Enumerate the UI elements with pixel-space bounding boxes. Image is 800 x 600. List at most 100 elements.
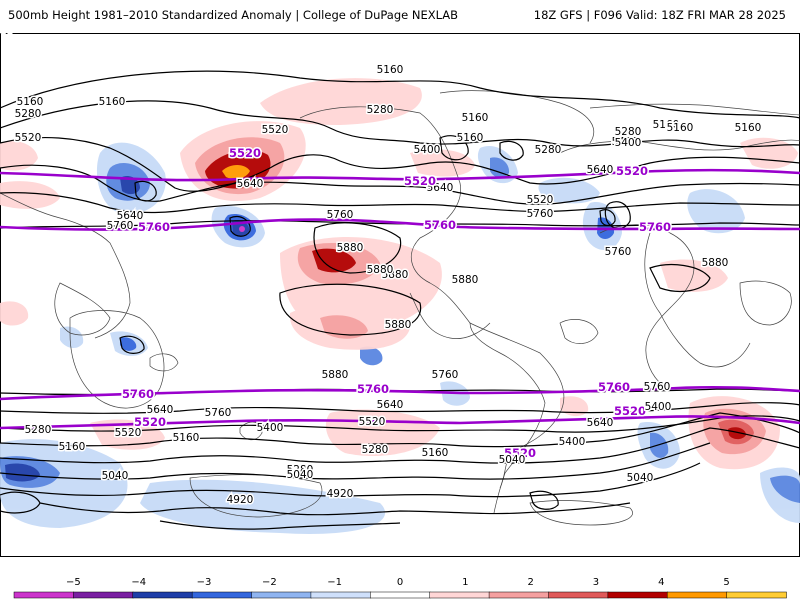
contour-label-h5160-pac: 5160 bbox=[457, 132, 484, 144]
thick-contours bbox=[0, 168, 800, 430]
colorbar-swatch bbox=[251, 591, 312, 599]
contour-label-h4920-s2: 4920 bbox=[227, 494, 254, 506]
contour-label-h5040-s4: 5040 bbox=[102, 470, 129, 482]
contour-label-h5640-s1: 5640 bbox=[147, 404, 174, 416]
contour-label-h5160-na: 5160 bbox=[462, 112, 489, 124]
contour-label-h5760-s6: 5760 bbox=[644, 381, 671, 393]
contour-label-h5760-s1: 5760 bbox=[122, 387, 154, 401]
contour-label-h5400-s1: 5400 bbox=[257, 422, 284, 434]
colorbar-tick-label: 0 bbox=[397, 577, 403, 588]
contour-label-h5760-pac: 5760 bbox=[327, 209, 354, 221]
contour-label-h5400-s3: 5400 bbox=[645, 401, 672, 413]
contour-label-h4920-s1: 4920 bbox=[327, 488, 354, 500]
contour-label-h5520-pac: 5520 bbox=[229, 146, 261, 160]
contour-label-h5760-w2: 5760 bbox=[138, 220, 170, 234]
contour-label-h5760-s2: 5760 bbox=[205, 407, 232, 419]
colorbar-swatch bbox=[548, 591, 609, 599]
colorbar-swatch bbox=[726, 591, 787, 599]
contour-label-h5160-a: 5160 bbox=[99, 96, 126, 108]
contour-label-h5880-pac: 5880 bbox=[337, 242, 364, 254]
contour-label-h5400-na: 5400 bbox=[612, 136, 639, 148]
contour-label-h5520-s2: 5520 bbox=[359, 416, 386, 428]
contour-label-h5280-nw: 5280 bbox=[15, 108, 42, 120]
contour-label-h5760-na: 5760 bbox=[424, 218, 456, 232]
contour-label-h5880-af2: 5880 bbox=[452, 274, 479, 286]
map-title: 500mb Height 1981–2010 Standardized Anom… bbox=[8, 8, 459, 22]
colorbar-tick-label: 2 bbox=[527, 577, 533, 588]
colorbar-swatch bbox=[310, 591, 372, 599]
contour-label-h5760-s4: 5760 bbox=[598, 380, 630, 394]
colorbar-swatch bbox=[488, 591, 550, 599]
contour-label-h5640-na: 5640 bbox=[427, 182, 454, 194]
contour-label-h5040-s2: 5040 bbox=[499, 454, 526, 466]
contour-label-h5280-npac: 5280 bbox=[367, 104, 394, 116]
contour-label-h4800-s1: 4800 bbox=[0, 33, 13, 36]
anomaly-colorbar: −5 −4 −3 −2 −1 0 1 2 3 4 5 bbox=[13, 577, 787, 599]
colorbar-tick-label: −3 bbox=[197, 577, 212, 588]
colorbar-tick-label: −1 bbox=[327, 577, 342, 588]
contour-label-h5880-io: 5880 bbox=[367, 264, 394, 276]
contour-label-h5640-pac: 5640 bbox=[237, 178, 264, 190]
colorbar-swatch bbox=[73, 591, 134, 599]
contour-label-h5040-s3: 5040 bbox=[627, 472, 654, 484]
contour-label-h5280-s3: 5280 bbox=[25, 424, 52, 436]
header: 500mb Height 1981–2010 Standardized Anom… bbox=[0, 0, 800, 32]
contour-label-h5520-s1: 5520 bbox=[134, 415, 166, 429]
contour-label-h5880-af: 5880 bbox=[385, 319, 412, 331]
colorbar-ticks: −5 −4 −3 −2 −1 0 1 2 3 4 5 bbox=[66, 577, 730, 588]
colorbar-swatch bbox=[429, 591, 490, 599]
colorbar-swatch bbox=[191, 591, 253, 599]
contour-label-h5760-s3: 5760 bbox=[357, 382, 389, 396]
contour-label-h5520-atl: 5520 bbox=[527, 194, 554, 206]
contour-label-h5760-s5: 5760 bbox=[432, 369, 459, 381]
colorbar-swatch bbox=[132, 591, 193, 599]
contour-label-h5160-s1: 5160 bbox=[173, 432, 200, 444]
contour-label-h5520-npac: 5520 bbox=[262, 124, 289, 136]
contour-label-h5640-s3: 5640 bbox=[587, 417, 614, 429]
contour-label-h5160-nw: 5160 bbox=[17, 96, 44, 108]
contour-label-h5520-na: 5520 bbox=[404, 174, 436, 188]
colorbar-tick-label: −2 bbox=[262, 577, 277, 588]
contour-label-h5160-eu2: 5160 bbox=[735, 122, 762, 134]
contour-label-h5640-w: 5640 bbox=[117, 210, 144, 222]
contour-label-h5160-eu: 5160 bbox=[667, 122, 694, 134]
colorbar-tick-label: 4 bbox=[658, 577, 664, 588]
contour-label-h5760-atl2: 5760 bbox=[605, 246, 632, 258]
contour-label-h5760-w: 5760 bbox=[107, 220, 134, 232]
contour-label-h5280-na: 5280 bbox=[535, 144, 562, 156]
contour-label-h5160-top: 5160 bbox=[377, 64, 404, 76]
colorbar-swatch bbox=[370, 591, 431, 599]
colorbar-tick-label: 3 bbox=[593, 577, 599, 588]
contour-label-h5520-s4: 5520 bbox=[115, 427, 142, 439]
contour-label-h5280-eu: 5280 bbox=[615, 126, 642, 138]
colorbar-tick-label: 5 bbox=[723, 577, 729, 588]
contour-label-h5160-s2: 5160 bbox=[422, 447, 449, 459]
contour-label-h5880-pac2: 5880 bbox=[382, 269, 409, 281]
contour-label-h5520-s3: 5520 bbox=[614, 404, 646, 418]
contour-label-h5280-s2: 5280 bbox=[287, 464, 314, 476]
colorbar-swatches bbox=[13, 591, 787, 599]
contour-label-h5400-eu: 5400 bbox=[615, 137, 642, 149]
contour-label-h5880-spac: 5880 bbox=[322, 369, 349, 381]
colorbar-swatch bbox=[666, 591, 728, 599]
contour-label-h5400-s2: 5400 bbox=[559, 436, 586, 448]
contour-label-h5640-atl: 5640 bbox=[587, 164, 614, 176]
colorbar-tick-label: −4 bbox=[131, 577, 146, 588]
contour-label-h5760-atl3: 5760 bbox=[639, 220, 671, 234]
contour-label-h5760-atl: 5760 bbox=[527, 208, 554, 220]
colorbar-swatch bbox=[13, 591, 75, 599]
colorbar-tick-label: −5 bbox=[66, 577, 81, 588]
contour-label-h5880-e: 5880 bbox=[702, 257, 729, 269]
contour-label-h5400-pac: 5400 bbox=[414, 144, 441, 156]
colorbar-tick-label: 1 bbox=[462, 577, 468, 588]
contour-label-h5040-s1: 5040 bbox=[287, 469, 314, 481]
model-run-info: 18Z GFS | F096 Valid: 18Z FRI MAR 28 202… bbox=[533, 8, 786, 22]
contour-label-h5640-s2: 5640 bbox=[377, 399, 404, 411]
contour-label-h5520-w: 5520 bbox=[15, 132, 42, 144]
contour-label-h5280-s1: 5280 bbox=[362, 444, 389, 456]
colorbar-swatch bbox=[607, 591, 668, 599]
contour-label-h5520-atl2: 5520 bbox=[616, 164, 648, 178]
contour-label-h5160-s3: 5160 bbox=[59, 441, 86, 453]
